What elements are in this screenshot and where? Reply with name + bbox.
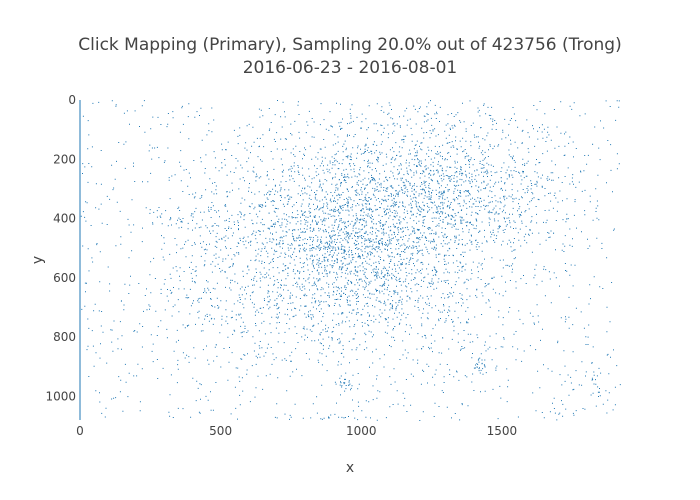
plot-background: [80, 100, 620, 420]
x-tick-label: 1000: [346, 424, 377, 438]
y-axis-ticks: 0 200 400 600 800 1000: [45, 93, 76, 403]
x-tick-label: 500: [209, 424, 232, 438]
data-points: [79, 100, 621, 421]
y-tick-label: 600: [53, 271, 76, 285]
x-axis-ticks: 0 500 1000 1500: [76, 424, 517, 438]
x-axis-label: x: [346, 460, 354, 476]
scatter-points: [80, 100, 621, 421]
y-axis-label: y: [30, 256, 46, 264]
y-tick-label: 200: [53, 152, 76, 166]
chart-title-line1: Click Mapping (Primary), Sampling 20.0% …: [78, 35, 622, 55]
y-tick-label: 0: [68, 93, 76, 107]
y-tick-label: 1000: [45, 389, 76, 403]
chart-title-line2: 2016-06-23 - 2016-08-01: [243, 58, 458, 78]
x-tick-label: 0: [76, 424, 84, 438]
plot-area[interactable]: [79, 100, 621, 421]
x-tick-label: 1500: [487, 424, 518, 438]
y-tick-label: 800: [53, 330, 76, 344]
y-tick-label: 400: [53, 212, 76, 226]
